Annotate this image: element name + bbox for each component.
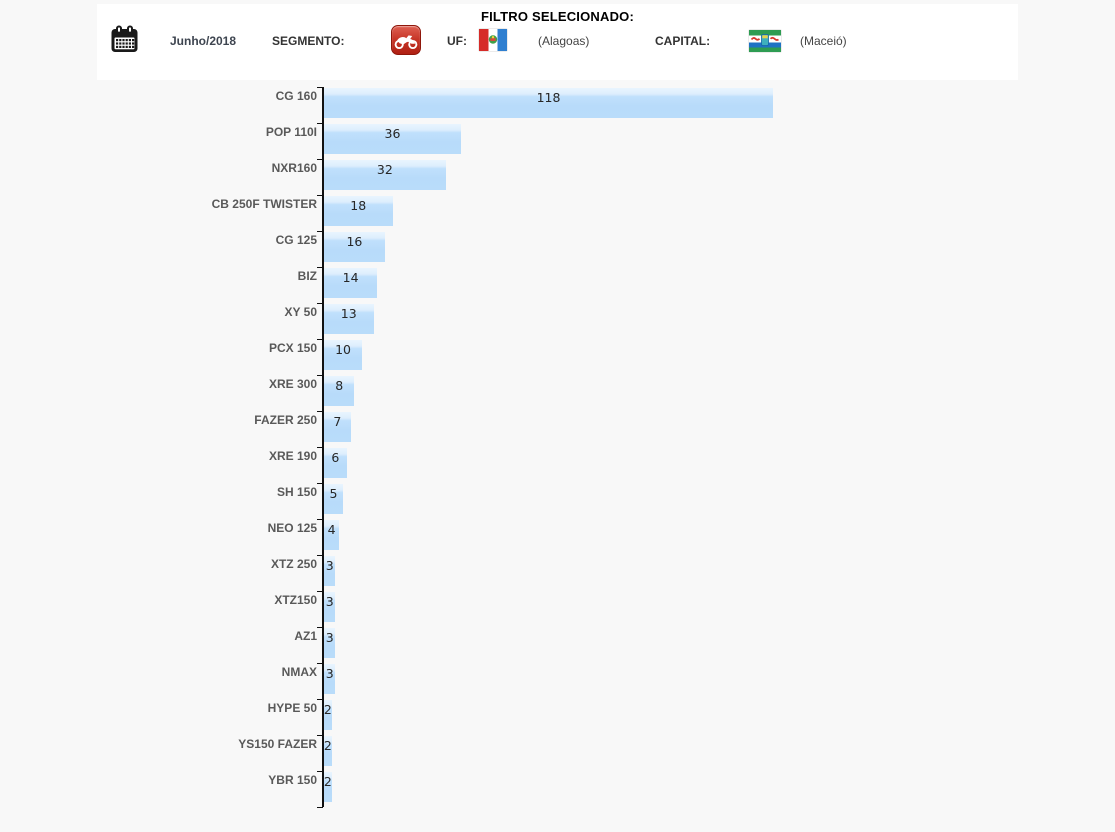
category-label: NXR160 [271, 161, 317, 175]
axis-tick [317, 231, 323, 232]
category-label: XRE 190 [268, 449, 317, 463]
bar-value-label: 2 [323, 702, 332, 717]
axis-tick [317, 339, 323, 340]
axis-tick [317, 771, 323, 772]
axis-tick [317, 303, 323, 304]
uf-label: UF: [447, 34, 467, 48]
filter-panel: FILTRO SELECIONADO: Junho/2018 SEGMENTO:… [97, 4, 1018, 80]
axis-tick [317, 375, 323, 376]
bar [324, 160, 446, 190]
filter-panel-title: FILTRO SELECIONADO: [480, 9, 635, 24]
axis-tick [317, 699, 323, 700]
bar [324, 700, 332, 730]
capital-city-name: (Maceió) [800, 34, 847, 48]
bar [324, 304, 374, 334]
period-value: Junho/2018 [170, 34, 237, 48]
bar-value-label: 32 [376, 162, 393, 177]
bar [324, 520, 340, 550]
category-label: YBR 150 [268, 773, 317, 787]
axis-tick [317, 411, 323, 412]
bar [324, 628, 336, 658]
bar-value-label: 18 [350, 198, 367, 213]
axis-tick [317, 735, 323, 736]
category-label: XRE 300 [268, 377, 317, 391]
bar-value-label: 118 [536, 90, 561, 105]
axis-tick [317, 807, 323, 808]
category-label: SH 150 [276, 485, 317, 499]
axis-tick [317, 483, 323, 484]
category-label: HYPE 50 [267, 701, 317, 715]
category-label: XY 50 [284, 305, 317, 319]
bar [324, 412, 351, 442]
axis-tick [317, 627, 323, 628]
bar-value-label: 3 [325, 594, 334, 609]
axis-tick [317, 447, 323, 448]
axis-tick [317, 591, 323, 592]
axis-tick [317, 87, 323, 88]
category-label: FAZER 250 [254, 413, 317, 427]
bar-value-label: 3 [325, 558, 334, 573]
bar [324, 556, 336, 586]
alagoas-flag-icon[interactable] [479, 29, 507, 51]
bar [324, 484, 343, 514]
uf-state-name: (Alagoas) [538, 34, 590, 48]
category-label: CG 160 [275, 89, 317, 103]
bar-value-label: 3 [325, 630, 334, 645]
axis-tick [317, 159, 323, 160]
category-label: NEO 125 [267, 521, 317, 535]
bar-value-label: 36 [384, 126, 401, 141]
bar-value-label: 6 [331, 450, 340, 465]
category-label: POP 110I [265, 125, 317, 139]
axis-tick [317, 195, 323, 196]
bar-value-label: 2 [323, 738, 332, 753]
bar [324, 736, 332, 766]
bar [324, 124, 461, 154]
category-label: CB 250F TWISTER [211, 197, 317, 211]
category-label: BIZ [297, 269, 317, 283]
category-label: AZ1 [294, 629, 317, 643]
bar-value-label: 16 [346, 234, 363, 249]
axis-tick [317, 555, 323, 556]
axis-tick [317, 663, 323, 664]
bar [324, 772, 332, 802]
category-label: NMAX [281, 665, 317, 679]
axis-tick [317, 267, 323, 268]
maceio-flag-icon[interactable] [749, 30, 781, 52]
bar-value-label: 10 [335, 342, 351, 357]
bar [324, 340, 363, 370]
bar [324, 376, 355, 406]
motorcycle-icon[interactable] [391, 25, 421, 55]
category-label: PCX 150 [268, 341, 317, 355]
bar-value-label: 14 [342, 270, 359, 285]
bar-value-label: 4 [327, 522, 336, 537]
bar-value-label: 5 [329, 486, 338, 501]
bar [324, 592, 336, 622]
bar [324, 664, 336, 694]
bar-value-label: 2 [323, 774, 332, 789]
bar [324, 196, 393, 226]
bar-value-label: 3 [325, 666, 334, 681]
segment-label: SEGMENTO: [272, 34, 345, 48]
axis-tick [317, 519, 323, 520]
bar [324, 268, 378, 298]
capital-label: CAPITAL: [655, 34, 711, 48]
bar-value-label: 8 [335, 378, 344, 393]
calendar-icon[interactable] [109, 24, 140, 55]
category-label: CG 125 [275, 233, 317, 247]
bar-value-label: 13 [340, 306, 357, 321]
bar [324, 232, 385, 262]
bar-value-label: 7 [333, 414, 342, 429]
bar [324, 448, 347, 478]
bar [324, 88, 773, 118]
value-axis-line [322, 87, 324, 807]
category-label: YS150 FAZER [238, 737, 317, 751]
axis-tick [317, 123, 323, 124]
category-label: XTZ150 [274, 593, 317, 607]
category-label: XTZ 250 [270, 557, 317, 571]
